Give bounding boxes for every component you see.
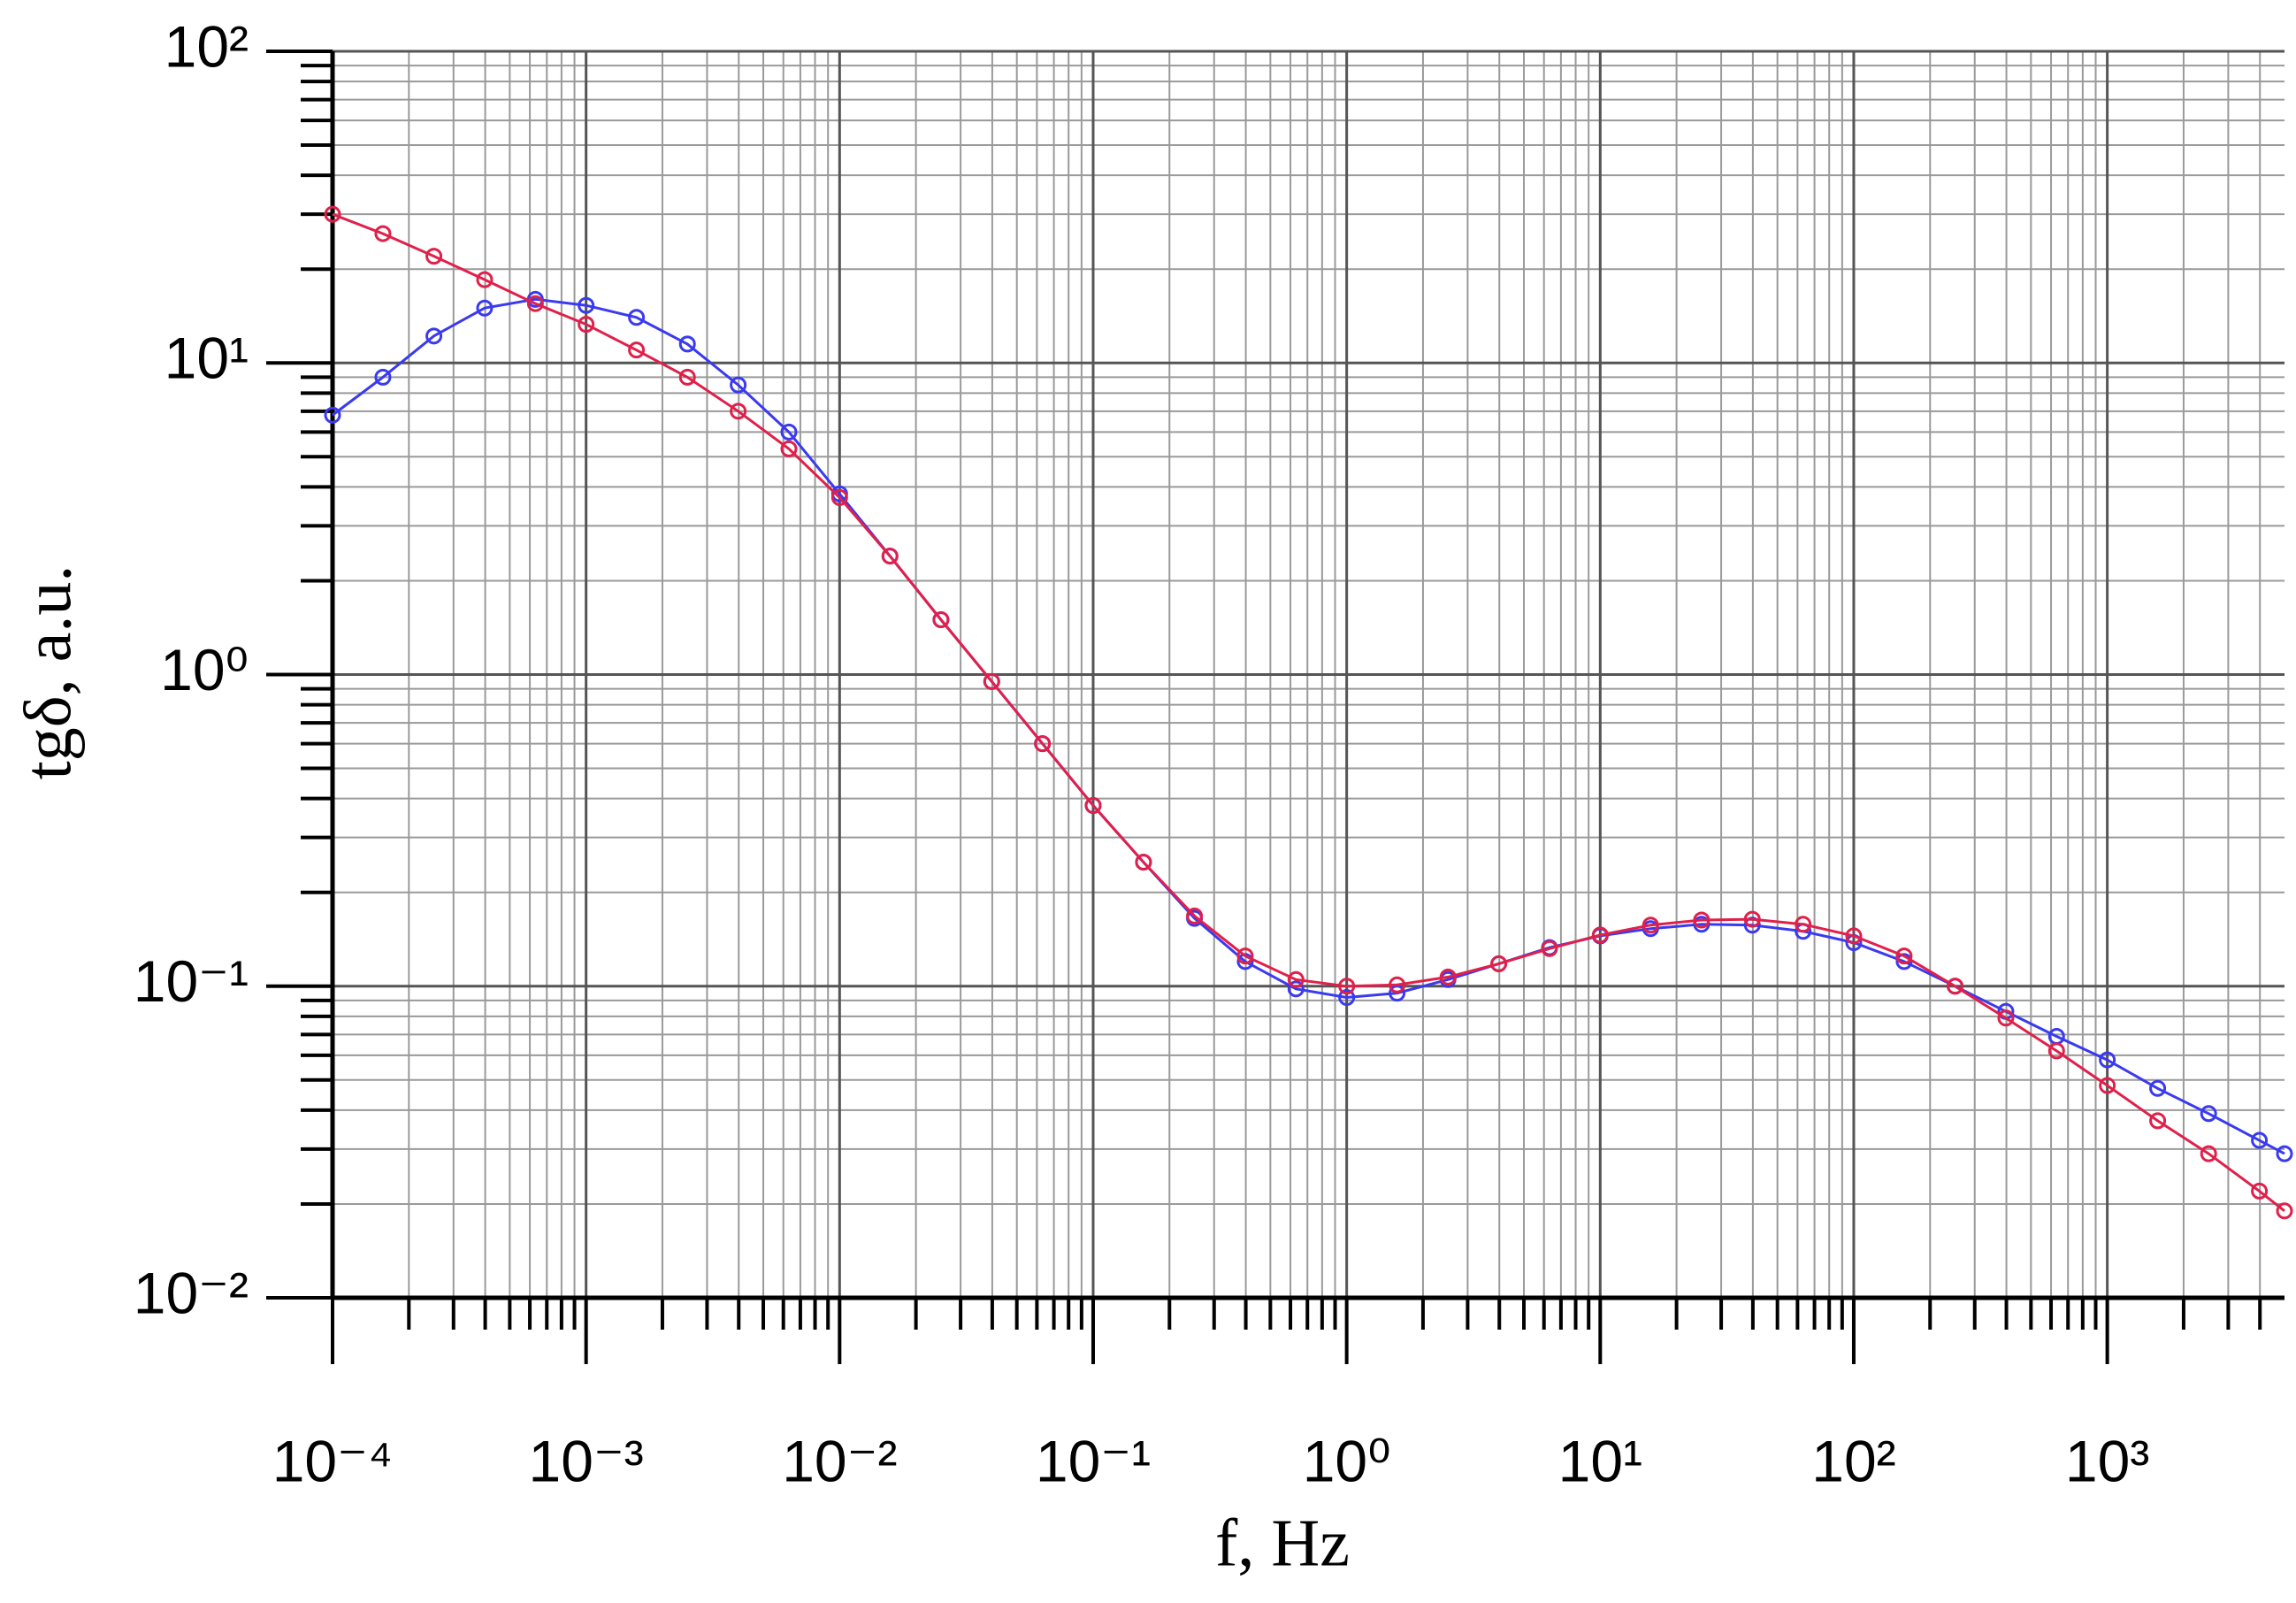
data-point <box>678 368 696 386</box>
data-point <box>2099 1077 2116 1094</box>
y-axis-title: tgδ, a.u. <box>11 565 85 780</box>
series-line <box>332 297 2285 1155</box>
x-tick-label: 10¹ <box>1558 1428 1642 1493</box>
data-point <box>374 368 392 386</box>
data-point <box>780 423 798 441</box>
x-axis-title: f, Hz <box>1215 1506 1350 1580</box>
data-point <box>628 341 646 359</box>
y-tick-label: 10⁻² <box>134 1260 249 1325</box>
data-point <box>2149 1079 2167 1097</box>
y-tick-label: 10⁰ <box>160 637 249 702</box>
data-point <box>1642 917 1659 934</box>
series-line <box>332 212 2285 1212</box>
data-point <box>1034 735 1052 753</box>
data-point <box>1186 907 1204 924</box>
data-point <box>1997 1009 2015 1027</box>
data-point <box>1389 976 1406 993</box>
data-point <box>476 271 494 288</box>
data-point <box>1591 926 1609 944</box>
data-point <box>1135 854 1152 871</box>
x-tick-label: 10⁻¹ <box>1036 1428 1151 1493</box>
data-point <box>2276 1145 2293 1162</box>
data-point <box>578 296 595 314</box>
data-point <box>2276 1202 2293 1220</box>
data-point <box>1795 916 1812 933</box>
data-point <box>1338 978 1356 995</box>
data-point <box>1693 911 1711 929</box>
data-point <box>1947 978 1964 995</box>
data-point <box>730 403 747 420</box>
data-point <box>730 376 747 394</box>
data-point <box>578 316 595 334</box>
y-tick-label: 10⁻¹ <box>134 948 249 1014</box>
data-point <box>1338 989 1356 1007</box>
data-point <box>374 225 392 242</box>
data-point <box>1895 947 1913 965</box>
data-point <box>1084 797 1102 815</box>
data-point <box>1490 955 1508 972</box>
data-point <box>983 672 1000 690</box>
data-point <box>780 440 798 457</box>
data-point <box>1287 980 1305 998</box>
x-tick-label: 10⁻⁴ <box>272 1428 394 1493</box>
data-point <box>1439 968 1457 986</box>
data-point <box>1287 970 1305 988</box>
data-point <box>2200 1105 2217 1123</box>
data-point <box>2047 1042 2065 1060</box>
data-point <box>526 295 544 312</box>
x-tick-label: 10⁰ <box>1303 1428 1391 1493</box>
data-point <box>628 309 646 326</box>
data-point <box>2251 1131 2269 1149</box>
data-point <box>2200 1145 2217 1162</box>
data-point <box>425 248 443 265</box>
data-point <box>932 610 950 628</box>
data-point <box>324 406 341 424</box>
x-tick-label: 10⁻² <box>782 1428 897 1493</box>
data-point <box>1845 927 1863 945</box>
x-tick-label: 10³ <box>2065 1428 2149 1493</box>
data-point <box>881 548 899 565</box>
data-point <box>2251 1182 2269 1200</box>
x-tick-label: 10² <box>1811 1428 1895 1493</box>
data-point <box>830 488 848 506</box>
x-tick-label: 10⁻³ <box>529 1428 644 1493</box>
data-point <box>1743 910 1761 928</box>
data-point <box>2149 1112 2167 1130</box>
data-point <box>678 335 696 353</box>
data-point <box>476 299 494 317</box>
y-tick-label: 10¹ <box>165 326 249 391</box>
data-point <box>1236 947 1254 965</box>
data-point <box>425 327 443 345</box>
data-point <box>324 205 341 223</box>
y-tick-label: 10² <box>165 13 249 79</box>
data-point <box>1541 940 1558 957</box>
data-point <box>2099 1051 2116 1069</box>
